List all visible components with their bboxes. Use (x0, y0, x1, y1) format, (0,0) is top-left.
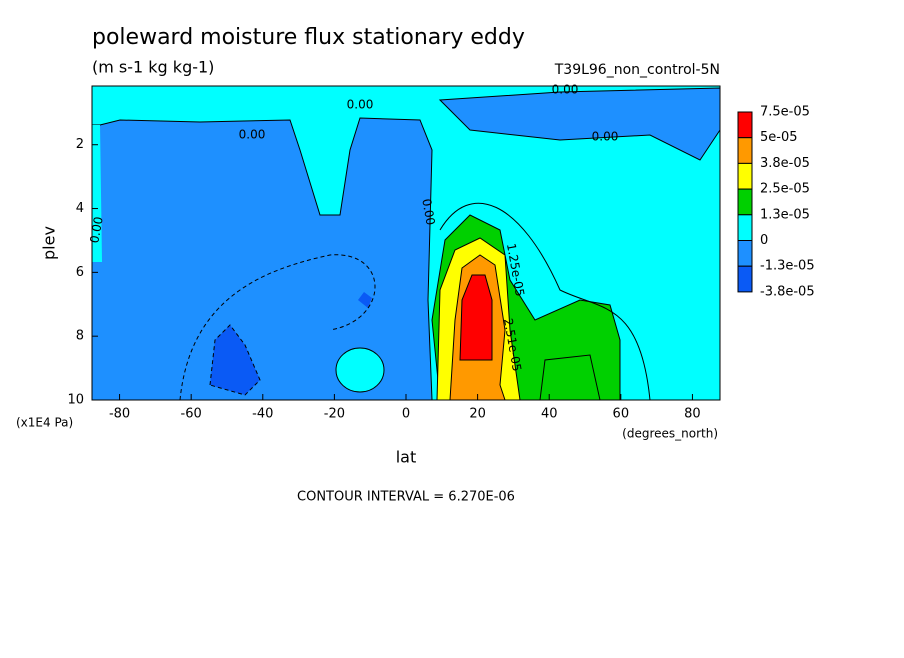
contour-label: 0.00 (592, 130, 619, 144)
field-region (335, 347, 385, 393)
colorbar-box (737, 111, 753, 139)
x-tick-label: 0 (402, 407, 410, 422)
field-region (358, 292, 372, 308)
x-tick-label: 60 (613, 407, 630, 422)
chart-subtitle: (m s-1 kg kg-1) (92, 58, 214, 77)
y-tick-label: 2 (76, 137, 84, 152)
field (91, 85, 721, 401)
colorbar-box (737, 265, 753, 293)
chart-title: poleward moisture flux stationary eddy (92, 25, 525, 50)
y-tick-label: 10 (67, 393, 84, 408)
colorbar-box (737, 137, 753, 164)
colorbar-label: 1.3e-05 (760, 207, 810, 222)
colorbar-box (737, 214, 753, 242)
colorbar-box (737, 162, 753, 190)
contour-label: 0.00 (239, 128, 266, 142)
colorbar-label: 5e-05 (760, 130, 798, 145)
y-tick-label: 8 (76, 329, 84, 344)
x-tick-label: 20 (469, 407, 486, 422)
field-region (92, 125, 102, 262)
colorbar-box (737, 240, 753, 267)
y-axis-label: plev (40, 226, 59, 260)
field-region (459, 274, 493, 361)
colorbar-label: 0 (760, 233, 768, 248)
colorbar-label: 7.5e-05 (760, 105, 810, 120)
y-tick-label: 6 (76, 265, 84, 280)
y-tick-label: 4 (76, 201, 84, 216)
footer-note: CONTOUR INTERVAL = 6.270E-06 (297, 490, 515, 505)
x-axis-label: lat (396, 448, 417, 467)
contour-line (179, 254, 376, 401)
field-region (209, 324, 261, 396)
colorbar-label: 3.8e-05 (760, 156, 810, 171)
colorbar-label: 2.5e-05 (760, 182, 810, 197)
x-tick-label: -80 (109, 407, 130, 422)
contour-line (539, 354, 601, 401)
x-tick-label: 80 (684, 407, 701, 422)
x-tick-label: -60 (181, 407, 202, 422)
contour-label: 0.00 (419, 198, 437, 227)
contour-label: 0.00 (552, 83, 579, 97)
y-units: (x1E4 Pa) (16, 416, 73, 430)
contour-label: 0.00 (347, 98, 374, 112)
contour-label: 0.00 (87, 216, 105, 245)
contour-line (439, 202, 651, 401)
x-units: (degrees_north) (622, 427, 718, 441)
x-tick-label: 40 (541, 407, 558, 422)
x-tick-label: -20 (324, 407, 345, 422)
field-region (438, 87, 721, 161)
colorbar-label: -1.3e-05 (760, 259, 815, 274)
colorbar-label: -3.8e-05 (760, 284, 815, 299)
run-label: T39L96_non_control-5N (554, 62, 720, 78)
colorbar-box (737, 188, 753, 216)
x-tick-label: -40 (252, 407, 273, 422)
